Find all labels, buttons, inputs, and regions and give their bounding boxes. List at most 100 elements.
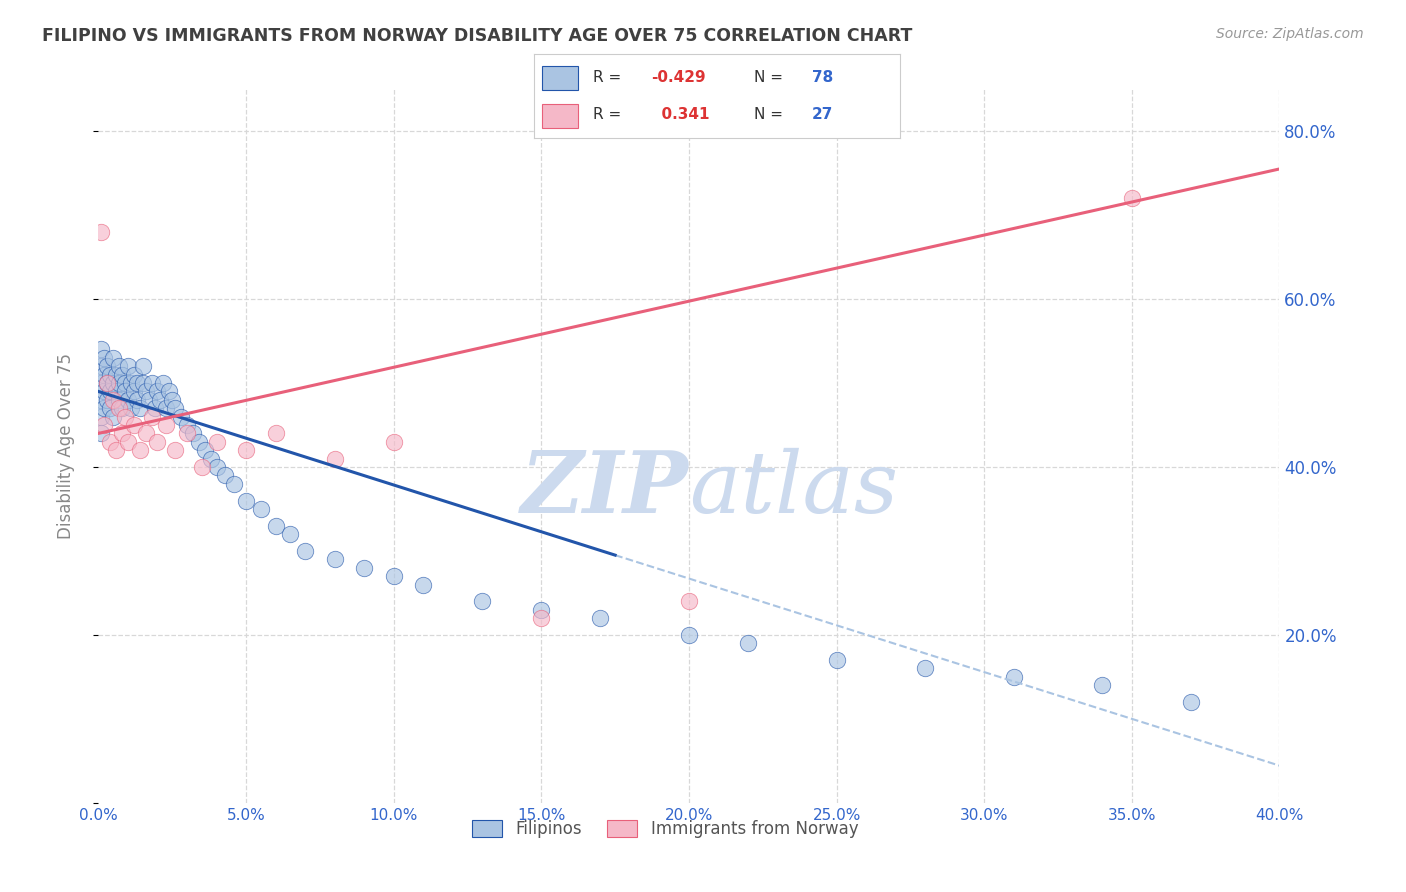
Point (1002, 670, 1025, 684)
Point (90, 225, 112, 239)
Point (138, 392, 160, 407)
Point (191, 460, 214, 475)
Legend: Filipinos, Immigrants from Norway: Filipinos, Immigrants from Norway (465, 813, 865, 845)
Point (122, 384, 145, 399)
Text: R =: R = (593, 70, 626, 85)
Point (162, 392, 183, 407)
Point (146, 434, 169, 449)
Point (353, 560, 375, 574)
Point (205, 460, 228, 475)
Point (128, 401, 150, 416)
Point (90, 426, 112, 441)
Point (103, 376, 125, 390)
Point (120, 376, 142, 390)
Point (181, 426, 204, 441)
Point (155, 401, 177, 416)
Point (280, 527, 302, 541)
Point (98, 368, 121, 382)
Point (90, 343, 112, 357)
Point (132, 376, 155, 390)
Point (93, 384, 115, 399)
Point (122, 368, 145, 382)
Point (90, 409, 112, 424)
Point (187, 434, 209, 449)
Point (412, 577, 434, 591)
Point (103, 392, 125, 407)
Text: N =: N = (754, 70, 787, 85)
Text: 78: 78 (813, 70, 834, 85)
Text: FILIPINO VS IMMIGRANTS FROM NORWAY DISABILITY AGE OVER 75 CORRELATION CHART: FILIPINO VS IMMIGRANTS FROM NORWAY DISAB… (42, 27, 912, 45)
Point (224, 476, 246, 491)
Point (382, 434, 405, 449)
Point (125, 376, 148, 390)
Text: Source: ZipAtlas.com: Source: ZipAtlas.com (1216, 27, 1364, 41)
Point (93, 368, 115, 382)
Point (98, 384, 121, 399)
Point (382, 569, 405, 583)
Point (530, 603, 553, 617)
Point (678, 628, 700, 642)
Point (155, 417, 177, 432)
Point (914, 661, 936, 675)
Point (90, 392, 112, 407)
Point (143, 401, 166, 416)
Point (294, 544, 316, 558)
Point (96, 359, 118, 374)
Point (105, 384, 128, 399)
Point (530, 611, 553, 625)
Point (90, 359, 112, 374)
Point (170, 409, 193, 424)
Text: -0.429: -0.429 (651, 70, 706, 85)
Text: 0.341: 0.341 (651, 107, 710, 122)
Point (117, 434, 139, 449)
Point (737, 636, 759, 650)
Point (235, 493, 257, 508)
Point (176, 426, 198, 441)
Point (105, 443, 128, 458)
Point (98, 434, 121, 449)
Y-axis label: Disability Age Over 75: Disability Age Over 75 (56, 353, 75, 539)
Point (825, 653, 848, 667)
Point (103, 351, 125, 365)
Text: atlas: atlas (689, 448, 898, 530)
Bar (541, 66, 578, 90)
Point (114, 376, 136, 390)
Point (678, 594, 700, 608)
Point (96, 392, 118, 407)
Point (108, 359, 131, 374)
Bar (541, 104, 578, 128)
Point (205, 434, 228, 449)
Point (152, 376, 174, 390)
Point (264, 426, 287, 441)
Point (122, 417, 145, 432)
Point (98, 401, 121, 416)
Text: ZIP: ZIP (522, 447, 689, 531)
Point (149, 392, 172, 407)
Point (141, 409, 163, 424)
Point (1180, 695, 1202, 709)
Point (105, 368, 128, 382)
Point (93, 401, 115, 416)
Point (96, 376, 118, 390)
Point (93, 351, 115, 365)
Point (132, 359, 155, 374)
Point (235, 443, 257, 458)
Point (93, 417, 115, 432)
Point (1091, 678, 1114, 692)
Point (103, 409, 125, 424)
Point (323, 552, 346, 566)
Point (589, 611, 612, 625)
Point (120, 401, 142, 416)
Point (108, 392, 131, 407)
Point (114, 384, 136, 399)
Point (96, 376, 118, 390)
Point (165, 443, 187, 458)
Point (250, 502, 273, 516)
Point (194, 443, 217, 458)
Point (141, 376, 163, 390)
Text: 27: 27 (813, 107, 834, 122)
Point (117, 392, 139, 407)
Text: R =: R = (593, 107, 626, 122)
Point (108, 376, 131, 390)
Point (128, 443, 150, 458)
